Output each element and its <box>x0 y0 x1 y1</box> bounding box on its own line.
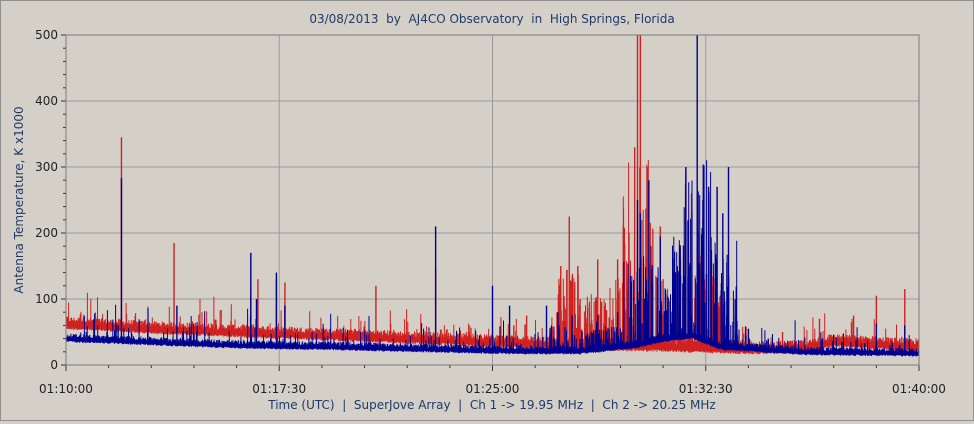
y-tick-label: 400 <box>35 94 58 108</box>
x-tick-label: 01:25:00 <box>466 382 520 396</box>
x-tick-label: 01:32:30 <box>679 382 733 396</box>
axes <box>61 34 920 371</box>
y-tick-label: 100 <box>35 292 58 306</box>
ch2-burst-fill <box>549 160 738 352</box>
y-axis-label: Antenna Temperature, K x1000 <box>12 106 26 293</box>
chart-title: 03/08/2013 by AJ4CO Observatory in High … <box>309 12 674 26</box>
x-tick-label: 01:17:30 <box>252 382 306 396</box>
y-tick-label: 500 <box>35 28 58 42</box>
y-tick-label: 300 <box>35 160 58 174</box>
plot-border <box>65 34 920 366</box>
x-tick-label: 01:40:00 <box>892 382 946 396</box>
x-axis-label: Time (UTC) | SuperJove Array | Ch 1 -> 1… <box>267 398 715 412</box>
tick-labels: 0 100 200 300 400 500 01:10:00 01:17:30 01:25:00… <box>35 28 946 396</box>
x-tick-label: 01:10:00 <box>39 382 93 396</box>
y-tick-label: 0 <box>50 358 58 372</box>
y-tick-label: 200 <box>35 226 58 240</box>
